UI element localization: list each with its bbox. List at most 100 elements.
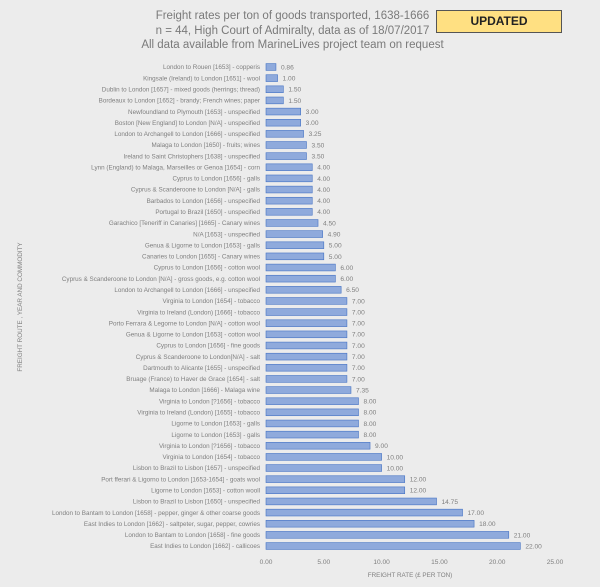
data-label: 7.00 xyxy=(352,376,365,383)
data-label: 9.00 xyxy=(375,443,388,450)
bar xyxy=(265,163,313,171)
category-label: East Indies to London [1662] - callicoes xyxy=(150,543,260,550)
bar xyxy=(265,386,352,394)
bar xyxy=(265,531,510,539)
bar xyxy=(265,430,359,439)
category-label: Cyprus to London [1656] - galls xyxy=(172,176,260,183)
bar xyxy=(265,352,348,361)
data-label: 5.00 xyxy=(329,243,342,250)
bar xyxy=(265,442,371,450)
category-label: Newfoundland to Plymouth [1653] - unspec… xyxy=(128,109,260,116)
category-label: Barbados to London [1656] - unspecified xyxy=(147,198,261,205)
category-label: Virginia to London [1654] - tobacco xyxy=(162,454,260,461)
bar xyxy=(265,152,307,160)
data-label: 3.00 xyxy=(306,109,319,116)
x-tick-label: 15.00 xyxy=(431,559,448,566)
bar xyxy=(265,464,382,472)
category-label: Ligorne to London [1653] - cotton wooll xyxy=(151,488,260,495)
data-label: 6.00 xyxy=(340,265,353,272)
category-label: Ligorne to London [1653] - galls xyxy=(171,421,260,428)
data-label: 7.00 xyxy=(352,365,365,372)
category-label: Lisbon to Brazil to Lisbon [1650] - unsp… xyxy=(133,499,261,506)
data-label: 7.00 xyxy=(352,298,365,305)
bar xyxy=(265,185,313,194)
category-label: London to Bantam to London [1658] - pepp… xyxy=(52,510,260,517)
data-label: 18.00 xyxy=(479,521,496,528)
data-label: 5.00 xyxy=(329,254,342,261)
bar xyxy=(265,297,348,305)
category-label: Virginia to Ireland (London) [1666] - to… xyxy=(137,309,260,316)
category-label: Port fferari & Ligorno to London [1653-1… xyxy=(101,476,260,483)
bar xyxy=(265,263,336,272)
data-label: 8.00 xyxy=(363,399,376,406)
y-axis-title: FREIGHT ROUTE , YEAR AND COMMODITY xyxy=(17,242,24,372)
data-label: 4.00 xyxy=(317,187,330,194)
bar xyxy=(265,520,475,528)
category-label: Portugal to Brazil [1650] - unspecified xyxy=(155,209,260,216)
bar xyxy=(265,208,313,216)
category-label: Virginia to London [?1656] - tobacco xyxy=(159,398,261,405)
bar xyxy=(265,419,359,428)
bar xyxy=(265,453,382,461)
data-label: 6.50 xyxy=(346,287,359,294)
bar xyxy=(265,96,284,105)
updated-badge: UPDATED xyxy=(436,10,562,33)
category-label: London to Archangell to London [1666] - … xyxy=(114,287,260,294)
category-label: Dublin to London [1657] - mixed goods (h… xyxy=(102,86,260,93)
data-label: 7.00 xyxy=(352,332,365,339)
bar xyxy=(265,508,463,517)
data-label: 17.00 xyxy=(468,510,485,517)
data-label: 8.00 xyxy=(363,421,376,428)
chart-title: Freight rates per ton of goods transport… xyxy=(155,10,430,22)
bar xyxy=(265,375,348,383)
bar xyxy=(265,141,307,149)
category-label: Porto Ferrara & Legorne to London [N/A] … xyxy=(109,320,260,327)
bar xyxy=(265,319,348,327)
data-label: 7.00 xyxy=(352,343,365,350)
data-label: 6.00 xyxy=(340,276,353,283)
data-label: 21.00 xyxy=(514,532,531,539)
category-label: Ireland to Saint Christophers [1638] - u… xyxy=(123,153,260,160)
bar xyxy=(265,286,342,294)
data-label: 4.00 xyxy=(317,198,330,205)
bar xyxy=(265,118,301,127)
data-label: 3.50 xyxy=(311,142,324,149)
category-label: Lisbon to Brazil to Lisbon [1657] - unsp… xyxy=(133,465,261,472)
data-label: 7.00 xyxy=(352,309,365,316)
bar xyxy=(265,542,521,550)
data-label: 8.00 xyxy=(363,432,376,439)
bar xyxy=(265,475,406,483)
x-tick-label: 20.00 xyxy=(489,559,506,566)
bar xyxy=(265,219,319,227)
x-tick-label: 25.00 xyxy=(547,559,564,566)
bar xyxy=(265,308,348,316)
data-label: 1.50 xyxy=(288,98,301,105)
category-label: Virginia to London [?1656] - tobacco xyxy=(159,443,261,450)
category-label: Virginia to London [1654] - tobacco xyxy=(162,298,260,305)
data-label: 12.00 xyxy=(410,477,427,484)
category-label: Cyprus & Scanderoone to London [N/A] - g… xyxy=(62,276,260,283)
chart-note: All data available from MarineLives proj… xyxy=(141,39,444,51)
data-label: 14.75 xyxy=(442,499,459,506)
category-label: Cyprus to London [1656] - fine goods xyxy=(156,343,260,350)
category-label: Garachico [Teneriff in Canaries] [1665] … xyxy=(109,220,260,227)
data-label: 4.90 xyxy=(328,231,341,238)
category-label: Genua & Ligorne to London [1653] - cotto… xyxy=(126,332,260,339)
bar xyxy=(265,241,325,249)
bar xyxy=(265,330,348,339)
data-label: 0.86 xyxy=(281,64,294,71)
bar xyxy=(265,74,278,82)
category-label: Malaga to London [1666] - Malaga wine xyxy=(149,387,260,394)
data-label: 4.00 xyxy=(317,176,330,183)
data-label: 4.00 xyxy=(317,165,330,172)
data-label: 7.00 xyxy=(352,321,365,328)
category-label: Genua & Ligorne to London [1653] - galls xyxy=(145,242,260,249)
category-label: Kingsale (Ireland) to London [1651] - wo… xyxy=(143,75,260,82)
data-label: 1.50 xyxy=(288,87,301,94)
data-label: 3.50 xyxy=(311,154,324,161)
bar xyxy=(265,341,348,350)
data-label: 12.00 xyxy=(410,488,427,495)
category-label: Ligorne to London [1653] - galls xyxy=(171,432,260,439)
